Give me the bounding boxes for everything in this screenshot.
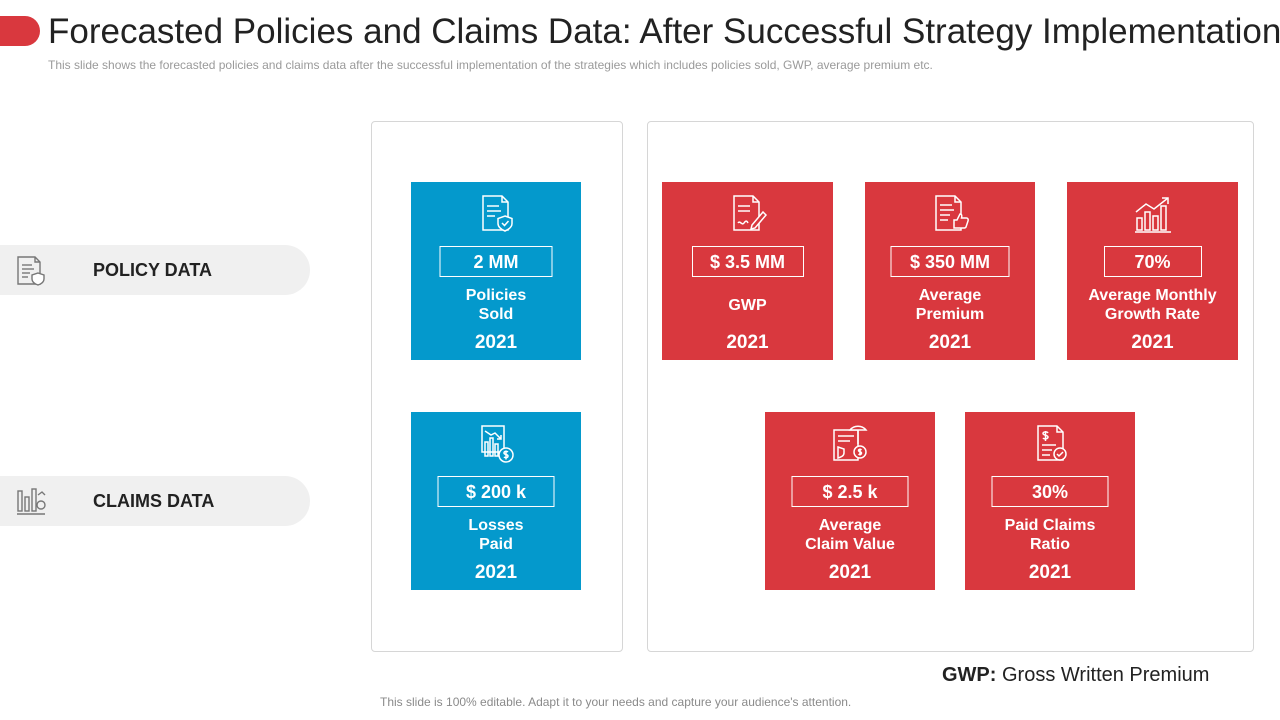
paid-claims-ratio-value: 30% xyxy=(991,476,1109,507)
average-premium-year: 2021 xyxy=(928,332,972,353)
footnote-definition: Gross Written Premium xyxy=(1002,664,1210,686)
claims-data-label: CLAIMS DATA xyxy=(93,491,215,511)
average-premium-label: Average Premium xyxy=(915,287,985,323)
card-average-claim-value: $ 2.5 k Average Claim Value 2021 xyxy=(765,412,935,590)
growth-rate-label: Average Monthly Growth Rate xyxy=(1088,287,1217,323)
dollar-document-check-icon xyxy=(1037,425,1067,461)
losses-paid-value: $ 200 k xyxy=(437,476,555,507)
gwp-value: $ 3.5 MM xyxy=(691,246,804,277)
slide-footer: This slide is 100% editable. Adapt it to… xyxy=(380,695,852,709)
paid-claims-ratio-label: Paid Claims Ratio xyxy=(1004,517,1096,553)
slide-title: Forecasted Policies and Claims Data: Aft… xyxy=(48,12,1280,51)
document-thumbs-up-icon xyxy=(935,195,969,231)
footnote-term: GWP: xyxy=(942,664,997,686)
growth-rate-year: 2021 xyxy=(1131,332,1174,353)
losses-paid-year: 2021 xyxy=(474,562,518,583)
policy-data-row-label: POLICY DATA xyxy=(0,245,310,295)
insurance-claim-icon xyxy=(833,425,868,461)
card-gwp: $ 3.5 MM GWP 2021 xyxy=(662,182,833,360)
policies-sold-label: Policies Sold xyxy=(465,287,527,323)
card-growth-rate: 70% Average Monthly Growth Rate 2021 xyxy=(1067,182,1238,360)
card-paid-claims-ratio: 30% Paid Claims Ratio 2021 xyxy=(965,412,1135,590)
claims-data-row-label: CLAIMS DATA xyxy=(0,476,310,526)
losses-paid-label: Losses Paid xyxy=(468,517,524,553)
card-losses-paid: $ 200 k Losses Paid 2021 xyxy=(411,412,581,590)
growth-bar-chart-icon xyxy=(1134,197,1171,233)
policies-sold-value: 2 MM xyxy=(439,246,553,277)
average-premium-value: $ 350 MM xyxy=(890,246,1010,277)
policies-sold-year: 2021 xyxy=(474,332,518,353)
policy-document-icon xyxy=(17,256,45,286)
shield-document-icon xyxy=(482,195,513,232)
loss-chart-coin-icon xyxy=(481,425,514,463)
growth-rate-value: 70% xyxy=(1103,246,1202,277)
gwp-label: GWP xyxy=(728,296,767,314)
gwp-footnote: GWP: Gross Written Premium xyxy=(942,664,1209,687)
document-pen-icon xyxy=(732,195,767,231)
policy-data-label: POLICY DATA xyxy=(93,260,213,280)
card-policies-sold: 2 MM Policies Sold 2021 xyxy=(411,182,581,360)
average-claim-value-value: $ 2.5 k xyxy=(791,476,909,507)
claims-chart-icon xyxy=(17,488,46,515)
slide-subtitle: This slide shows the forecasted policies… xyxy=(48,58,933,72)
average-claim-value-year: 2021 xyxy=(828,562,872,583)
title-accent-bar xyxy=(0,16,40,46)
paid-claims-ratio-year: 2021 xyxy=(1028,562,1072,583)
average-claim-value-label: Average Claim Value xyxy=(805,517,895,553)
card-average-premium: $ 350 MM Average Premium 2021 xyxy=(865,182,1035,360)
gwp-year: 2021 xyxy=(726,332,769,353)
